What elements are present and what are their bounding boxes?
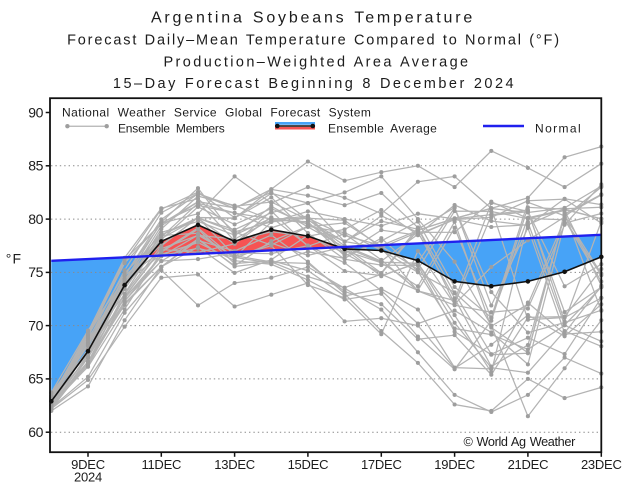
svg-text:23DEC: 23DEC	[581, 457, 622, 472]
svg-text:Production–Weighted Area Avera: Production–Weighted Area Average	[163, 55, 470, 71]
svg-text:Normal: Normal	[535, 121, 582, 135]
svg-text:11DEC: 11DEC	[141, 457, 181, 472]
svg-text:9DEC: 9DEC	[71, 457, 105, 472]
svg-text:Ensemble Members: Ensemble Members	[118, 121, 225, 135]
svg-text:65: 65	[28, 371, 43, 387]
svg-text:Argentina Soybeans Temperature: Argentina Soybeans Temperature	[151, 10, 475, 27]
svg-text:15DEC: 15DEC	[288, 457, 329, 472]
svg-text:2024: 2024	[74, 469, 102, 484]
svg-text:National Weather Service Globa: National Weather Service Global Forecast…	[62, 105, 371, 119]
svg-text:19DEC: 19DEC	[434, 457, 475, 472]
svg-text:°F: °F	[6, 251, 23, 267]
svg-text:Ensemble Average: Ensemble Average	[328, 121, 437, 135]
svg-text:15–Day Forecast Beginning 8 De: 15–Day Forecast Beginning 8 December 202…	[113, 76, 516, 92]
svg-text:60: 60	[28, 424, 43, 440]
svg-text:13DEC: 13DEC	[214, 457, 255, 472]
svg-text:© World Ag Weather: © World Ag Weather	[464, 435, 577, 449]
svg-text:80: 80	[28, 211, 43, 227]
svg-text:Forecast Daily–Mean Temperatur: Forecast Daily–Mean Temperature Compared…	[67, 33, 561, 49]
svg-text:90: 90	[28, 104, 43, 120]
svg-text:85: 85	[28, 158, 43, 174]
svg-text:75: 75	[28, 264, 43, 280]
svg-text:70: 70	[28, 317, 43, 333]
svg-text:21DEC: 21DEC	[508, 457, 549, 472]
svg-text:17DEC: 17DEC	[361, 457, 402, 472]
